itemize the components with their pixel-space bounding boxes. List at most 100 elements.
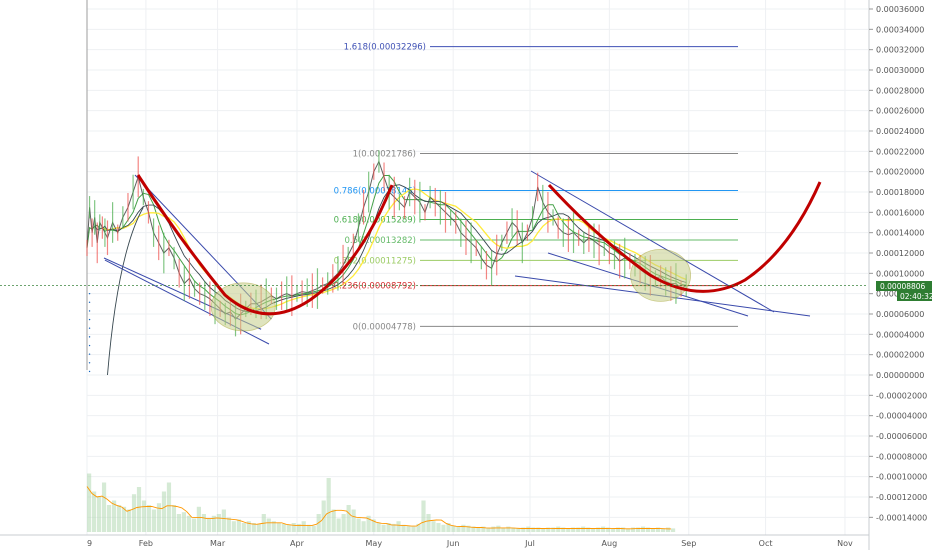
time-tick-label: Mar bbox=[210, 539, 226, 548]
volume-bar bbox=[156, 503, 162, 532]
price-tick-label: 0.00028000 bbox=[876, 86, 924, 95]
volume-bar bbox=[496, 525, 501, 532]
volume-bar bbox=[276, 523, 281, 532]
dot-marker bbox=[88, 292, 91, 295]
dot-marker bbox=[88, 362, 91, 364]
volume-bar bbox=[381, 524, 386, 532]
volume-bar bbox=[616, 527, 621, 532]
time-tick-label: Oct bbox=[759, 539, 773, 548]
volume-bar bbox=[176, 514, 182, 532]
volume-bar bbox=[271, 521, 276, 532]
price-tick-label: -0.00010000 bbox=[876, 473, 927, 482]
volume-bar bbox=[121, 506, 127, 532]
volume-bar bbox=[171, 505, 177, 532]
volume-bar bbox=[206, 518, 211, 532]
volume-bar bbox=[306, 524, 311, 532]
volume-bar bbox=[331, 509, 336, 532]
volume-bar bbox=[371, 519, 376, 532]
last-price-label: 0.00008806 bbox=[880, 282, 926, 291]
volume-bar bbox=[201, 514, 206, 532]
volume-bar bbox=[136, 487, 142, 532]
price-tick-label: 0.00024000 bbox=[876, 127, 924, 136]
time-axis[interactable]: 9 Feb Mar Apr May Jun Jul Aug Sep Oct Nov bbox=[87, 539, 853, 548]
volume-bar bbox=[621, 527, 626, 532]
volume-bar bbox=[186, 515, 192, 532]
cup-arc-curve bbox=[547, 181, 822, 293]
price-tick-label: -0.00012000 bbox=[876, 493, 927, 502]
volume-bar bbox=[111, 500, 117, 532]
volume-bar bbox=[131, 494, 137, 532]
price-axis[interactable]: 0.00036000 0.00034000 0.00032000 0.00030000… bbox=[869, 5, 927, 522]
volume-bar bbox=[576, 527, 581, 532]
price-tick-label: 0.00030000 bbox=[876, 66, 924, 75]
annotations[interactable] bbox=[0, 174, 868, 373]
volume-bar bbox=[266, 518, 271, 532]
volume-bar bbox=[211, 515, 216, 532]
fib-level-label: 0.5(0.00013282) bbox=[344, 236, 416, 246]
volume-bars bbox=[86, 473, 676, 532]
price-tick-label: 0.00018000 bbox=[876, 188, 924, 197]
price-tick-label: -0.00008000 bbox=[876, 452, 927, 461]
volume-bar bbox=[586, 527, 591, 532]
volume-bar bbox=[226, 517, 231, 532]
volume-bar bbox=[366, 515, 371, 532]
volume-bar bbox=[151, 509, 157, 532]
volume-bar bbox=[646, 527, 651, 532]
volume-bar bbox=[471, 526, 476, 532]
trendlines[interactable] bbox=[103, 170, 811, 345]
dot-marker bbox=[88, 327, 91, 329]
dot-marker bbox=[88, 344, 91, 347]
volume-bar bbox=[606, 527, 611, 532]
volume-bar bbox=[431, 521, 436, 532]
volume-bar bbox=[506, 526, 511, 532]
volume-bar bbox=[466, 525, 471, 532]
volume-bar bbox=[601, 526, 606, 532]
volume-bar bbox=[655, 527, 661, 532]
volume-bar bbox=[660, 528, 666, 532]
volume-bar bbox=[361, 521, 366, 532]
fib-level-label: 1.618(0.00032296) bbox=[344, 43, 426, 53]
volume-ma-line bbox=[86, 486, 672, 530]
volume-bar bbox=[611, 528, 616, 532]
price-tick-label: 0.00012000 bbox=[876, 249, 924, 258]
volume-bar bbox=[216, 514, 221, 532]
volume-bar bbox=[256, 523, 261, 532]
price-tick-label: 0.00020000 bbox=[876, 168, 924, 177]
price-tick-label: -0.00014000 bbox=[876, 513, 927, 522]
volume-bar bbox=[291, 523, 296, 532]
volume-bar bbox=[326, 478, 331, 532]
dot-marker bbox=[88, 336, 91, 338]
dot-marker bbox=[88, 370, 91, 373]
time-tick-label: 9 bbox=[87, 539, 92, 548]
volume-bar bbox=[311, 525, 316, 532]
time-tick-label: Jun bbox=[446, 539, 460, 548]
volume-bar bbox=[356, 518, 361, 532]
volume-bar bbox=[546, 527, 551, 532]
price-tick-label: 0.00036000 bbox=[876, 5, 924, 14]
volume-bar bbox=[491, 526, 496, 532]
ma-mid-line bbox=[94, 184, 687, 312]
volume-bar bbox=[426, 514, 431, 532]
volume-bar bbox=[561, 527, 566, 532]
volume-bar bbox=[236, 519, 241, 532]
volume-bar bbox=[406, 525, 411, 532]
volume-bar bbox=[591, 528, 596, 532]
volume-bar bbox=[296, 523, 301, 532]
volume-bar bbox=[301, 521, 306, 532]
fib-level-label: 0.786(0.00018146) bbox=[334, 187, 416, 197]
time-tick-label: Apr bbox=[290, 539, 305, 548]
dot-marker bbox=[88, 301, 91, 304]
time-tick-label: Nov bbox=[837, 539, 853, 548]
price-tick-label: 0.00004000 bbox=[876, 330, 924, 339]
price-tick-label: 0.00010000 bbox=[876, 269, 924, 278]
countdown-label: 02:40:32 bbox=[900, 292, 932, 301]
cup-arc-curve bbox=[136, 174, 394, 316]
price-tick-label: 0.00000000 bbox=[876, 371, 924, 380]
volume-bar bbox=[126, 509, 132, 532]
volume-bar bbox=[416, 523, 421, 532]
volume-bar bbox=[511, 527, 516, 532]
volume-bar bbox=[556, 526, 561, 532]
price-tick-label: 0.00022000 bbox=[876, 147, 924, 156]
volume-bar bbox=[670, 528, 676, 532]
